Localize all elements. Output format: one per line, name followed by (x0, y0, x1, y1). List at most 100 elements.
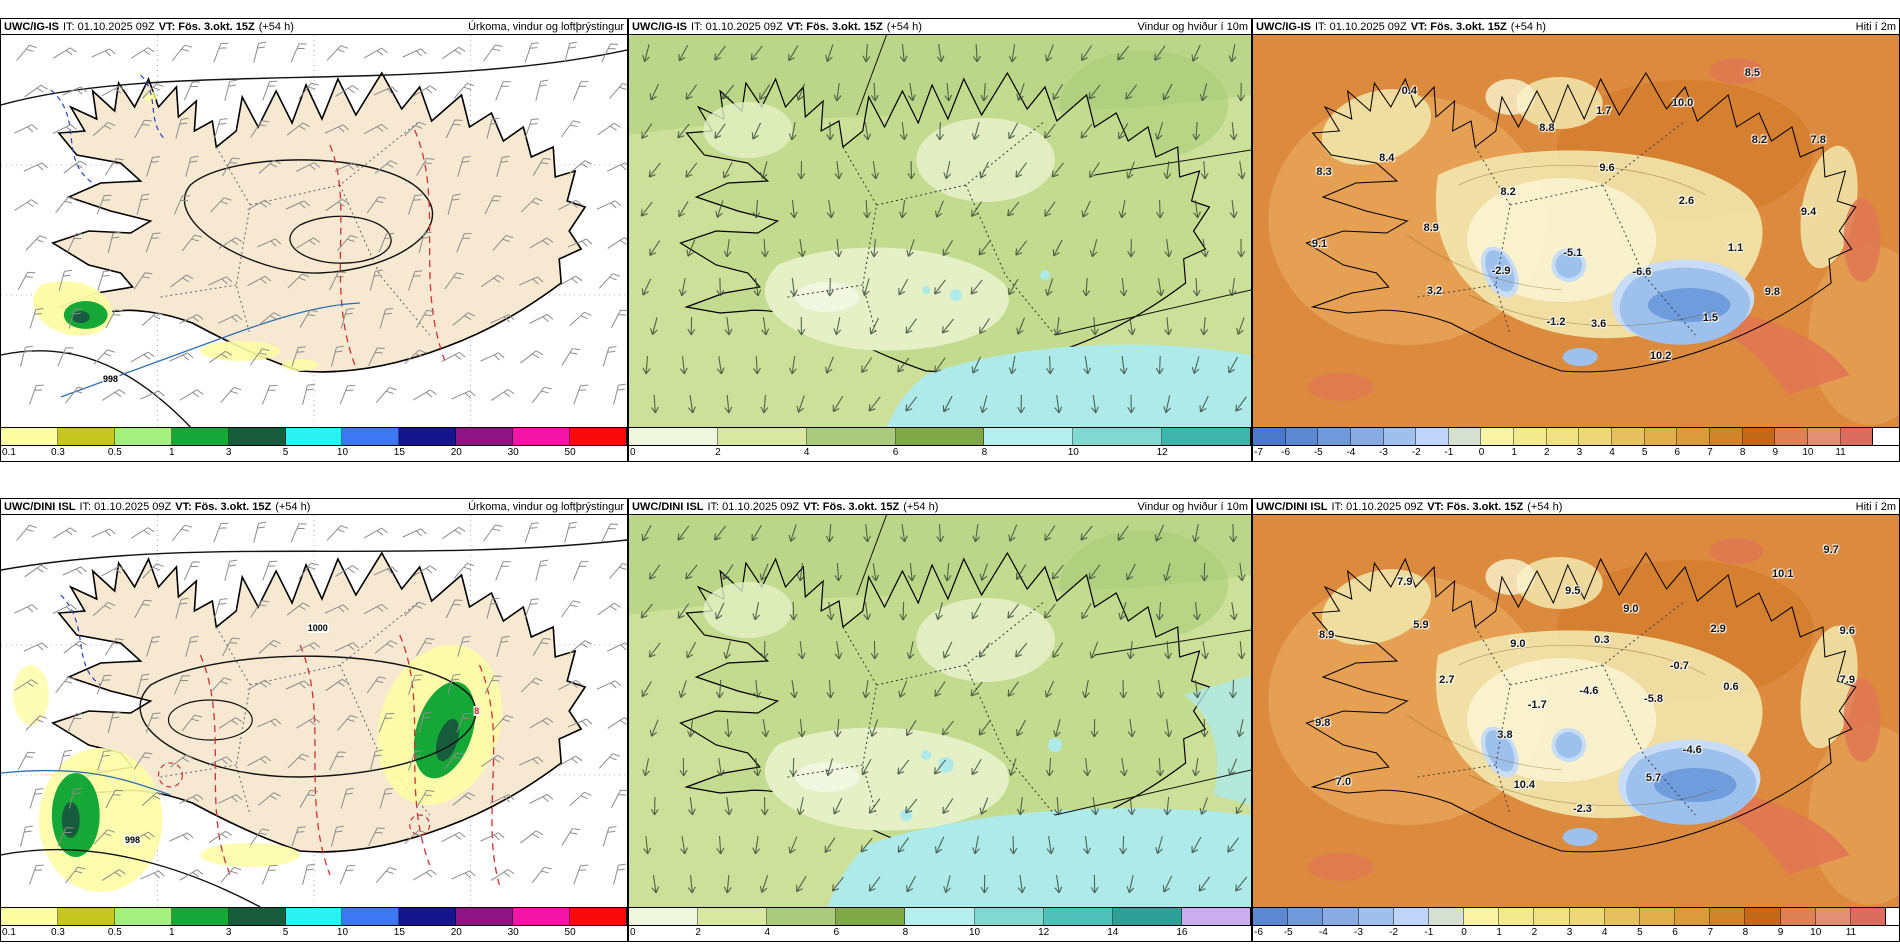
temp-value-label: 2.6 (1678, 195, 1695, 208)
wind-arrow-icon (685, 564, 698, 580)
wind-arrow-icon (761, 238, 769, 258)
colorbar-tick-label: 2 (715, 447, 721, 458)
temp-value-label: 5.7 (1645, 771, 1662, 784)
wind-arrow-icon (759, 563, 769, 581)
colorbar-temp (1253, 427, 1899, 445)
wind-barb-icon (366, 676, 387, 694)
panel-igis-temp: UWC/IG-IS IT: 01.10.2025 09Z VT: Fös. 3.ok… (1252, 18, 1900, 462)
wind-arrow-icon (1236, 719, 1245, 738)
wind-barb-icon (480, 352, 505, 362)
wind-barb-icon (369, 749, 383, 771)
wind-arrow-icon (1044, 680, 1055, 698)
wind-arrow-icon (1054, 796, 1063, 816)
colorbar-tick-label: 4 (803, 447, 810, 458)
wind-arrow-icon (936, 44, 945, 63)
map-dini-precip[interactable]: 1000 998 8 (1, 515, 627, 907)
wind-barb-icon (290, 523, 307, 543)
map-igis-wind[interactable] (629, 35, 1251, 427)
wind-barb-icon (561, 828, 581, 846)
wind-arrow-icon (971, 122, 980, 141)
wind-barb-icon (412, 389, 437, 401)
wind-arrow-icon (905, 396, 918, 412)
wind-arrow-icon (833, 317, 842, 336)
panel-header: UWC/IG-IS IT: 01.10.2025 09Z VT: Fös. 3.ok… (1, 19, 627, 35)
wind-arrow-icon (1198, 876, 1211, 892)
wind-arrow-icon (1080, 525, 1093, 541)
wind-barb-icon (379, 307, 394, 329)
wind-barb-icon (97, 270, 112, 291)
colorbar-tick-label: 8 (1742, 927, 1749, 938)
temp-value-label: 1.5 (1702, 312, 1719, 325)
map-igis-precip[interactable]: 998 (1, 35, 627, 427)
wind-arrow-icon (978, 240, 991, 256)
wind-arrow-icon (1052, 642, 1064, 659)
colorbar-scale (1, 908, 627, 925)
map-dini-temp[interactable]: 9.7 10.1 7.9 9.5 9.0 8.9 5.9 2.9 9.6 9.0 0.3 2.7 -0.… (1253, 515, 1899, 907)
wind-barb-icon (250, 600, 270, 618)
wind-barb-icon (213, 522, 229, 543)
wind-arrow-icon (1127, 238, 1136, 258)
wind-arrow-icon (1199, 797, 1208, 815)
colorbar-precip (1, 907, 627, 925)
wind-arrow-icon (678, 278, 687, 297)
wind-barb-icon (208, 830, 233, 844)
wind-barb-icon (104, 638, 124, 656)
wind-barb-icon (13, 124, 38, 134)
colorbar-segment (57, 908, 115, 925)
wind-arrow-icon (1229, 121, 1238, 141)
wind-barb-icon (531, 386, 552, 404)
wind-arrow-icon (1088, 84, 1101, 100)
wind-barb-icon (23, 162, 48, 172)
colorbar-segment (1, 908, 58, 925)
map-igis-temp[interactable]: 0.4 8.5 10.0 1.7 8.8 8.2 7.8 8.4 8.3 9.6 8.2 2.6 9.4… (1253, 35, 1899, 427)
wind-barb-icon (253, 521, 267, 543)
colorbar-tick-label: -2 (1411, 447, 1421, 458)
wind-barb-icon (291, 826, 306, 847)
wind-barb-icon (142, 563, 164, 579)
colorbar-segment (1612, 428, 1645, 445)
wind-barb-icon (68, 787, 82, 809)
colorbar-tick-label: 6 (833, 927, 840, 938)
wind-barb-icon (529, 314, 554, 324)
wind-arrow-icon (826, 679, 835, 699)
run-info: UWC/DINI ISL IT: 01.10.2025 09Z VT: Fös. 3… (4, 501, 314, 513)
colorbar-tick-label: -5 (1313, 447, 1323, 458)
wind-arrow-icon (898, 278, 909, 296)
wind-barb-icon (16, 44, 37, 61)
wind-barb-icon (490, 869, 515, 881)
temp-value-label: 8.9 (1318, 629, 1335, 642)
colorbar-tick-label: 1 (1511, 447, 1517, 458)
wind-barb-icon (210, 677, 232, 693)
colorbar-tick-label: 14 (1107, 927, 1119, 938)
colorbar-segment (1815, 908, 1851, 925)
wind-barb-icon (408, 750, 423, 771)
colorbar-segment (1534, 908, 1570, 925)
contour-value-label: 8 (473, 706, 481, 716)
wind-barb-icon (102, 869, 126, 881)
temp-value-label: 9.0 (1623, 603, 1639, 616)
wind-barb-icon (247, 679, 272, 691)
wind-arrow-icon (716, 835, 725, 855)
wind-barb-icon (524, 522, 540, 543)
temp-value-label: 1.1 (1727, 241, 1744, 254)
wind-arrow-icon (1235, 396, 1247, 412)
wind-arrow-icon (1008, 44, 1017, 63)
model-name: UWC/DINI ISL (1256, 500, 1328, 513)
wind-barb-icon (532, 157, 551, 176)
wind-arrow-icon (789, 601, 798, 621)
wind-barb-icon (171, 44, 193, 62)
temp-value-label: 9.1 (1311, 237, 1328, 250)
wind-barb-icon (457, 155, 471, 177)
map-dini-wind[interactable] (629, 515, 1251, 907)
wind-arrow-icon (641, 524, 652, 542)
wind-barb-icon (141, 791, 165, 807)
wind-arrow-icon (643, 835, 652, 855)
colorbar-ticks: -6 -5 -4 -3 -2 -1 0 1 2 3 4 5 6 7 8 9 10 11 (1253, 925, 1899, 941)
colorbar-tick-label: 0.5 (107, 447, 122, 458)
colorbar-segment (1350, 428, 1384, 445)
wind-arrow-icon (863, 523, 871, 543)
wind-arrow-icon (826, 121, 835, 141)
wind-arrow-icon (1127, 394, 1136, 414)
wind-arrow-icon (1154, 524, 1165, 542)
wind-barb-icon (224, 559, 238, 581)
